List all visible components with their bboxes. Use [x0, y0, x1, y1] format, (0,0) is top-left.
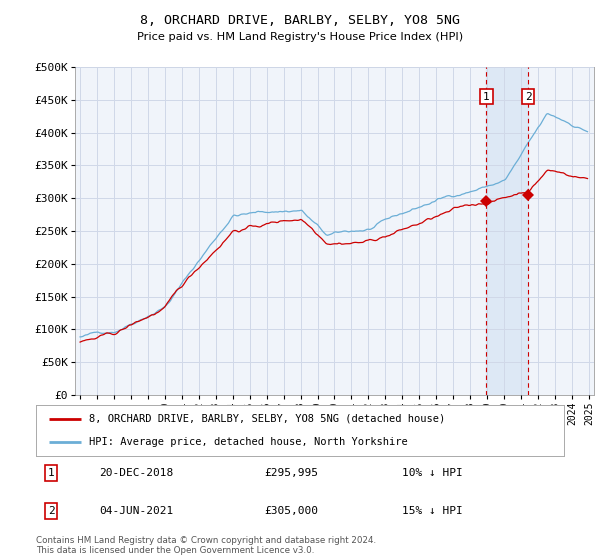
Text: 8, ORCHARD DRIVE, BARLBY, SELBY, YO8 5NG: 8, ORCHARD DRIVE, BARLBY, SELBY, YO8 5NG — [140, 14, 460, 27]
Text: Contains HM Land Registry data © Crown copyright and database right 2024.
This d: Contains HM Land Registry data © Crown c… — [36, 536, 376, 556]
Text: £295,995: £295,995 — [264, 468, 318, 478]
Text: 2: 2 — [47, 506, 55, 516]
Text: 1: 1 — [483, 92, 490, 102]
Text: 20-DEC-2018: 20-DEC-2018 — [99, 468, 173, 478]
Text: Price paid vs. HM Land Registry's House Price Index (HPI): Price paid vs. HM Land Registry's House … — [137, 32, 463, 43]
Text: 8, ORCHARD DRIVE, BARLBY, SELBY, YO8 5NG (detached house): 8, ORCHARD DRIVE, BARLBY, SELBY, YO8 5NG… — [89, 414, 445, 424]
Text: 04-JUN-2021: 04-JUN-2021 — [99, 506, 173, 516]
Text: 10% ↓ HPI: 10% ↓ HPI — [402, 468, 463, 478]
Text: 1: 1 — [47, 468, 55, 478]
Text: HPI: Average price, detached house, North Yorkshire: HPI: Average price, detached house, Nort… — [89, 437, 407, 447]
Bar — [487, 67, 528, 395]
Text: 15% ↓ HPI: 15% ↓ HPI — [402, 506, 463, 516]
Text: 2: 2 — [525, 92, 532, 102]
Text: £305,000: £305,000 — [264, 506, 318, 516]
